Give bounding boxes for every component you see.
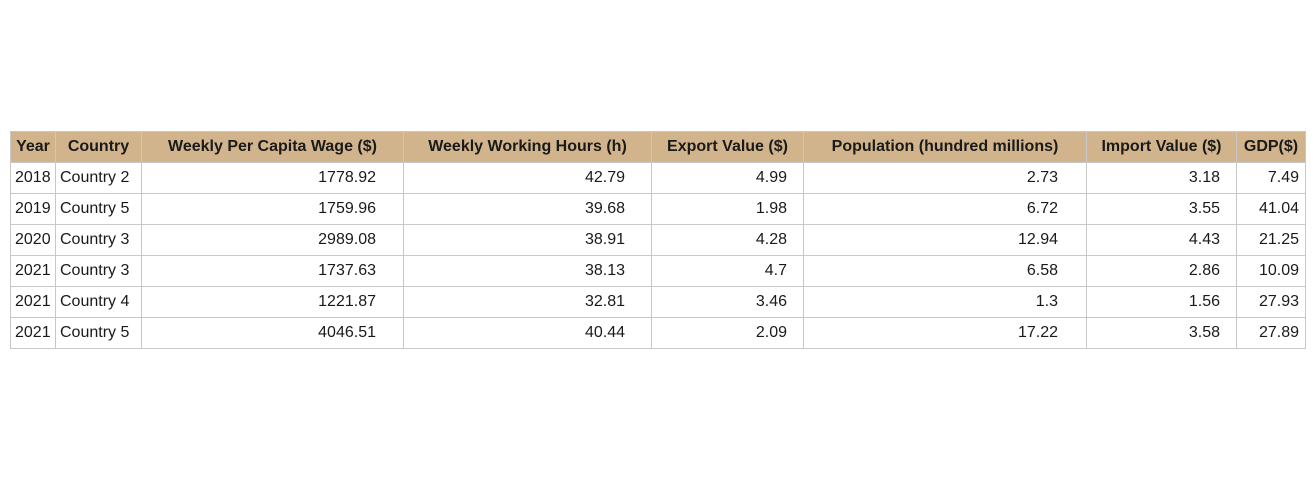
cell-export-value: 4.99 bbox=[651, 162, 804, 194]
cell-gdp: 27.93 bbox=[1236, 286, 1306, 318]
header-import-value: Import Value ($) bbox=[1086, 131, 1237, 163]
cell-gdp: 10.09 bbox=[1236, 255, 1306, 287]
cell-year: 2021 bbox=[10, 317, 56, 349]
cell-import-value: 4.43 bbox=[1086, 224, 1237, 256]
cell-gdp: 27.89 bbox=[1236, 317, 1306, 349]
cell-year: 2018 bbox=[10, 162, 56, 194]
cell-population: 1.3 bbox=[803, 286, 1087, 318]
cell-population: 17.22 bbox=[803, 317, 1087, 349]
header-weekly-hours: Weekly Working Hours (h) bbox=[403, 131, 652, 163]
data-table: Year Country Weekly Per Capita Wage ($) … bbox=[10, 131, 1306, 349]
cell-population: 6.72 bbox=[803, 193, 1087, 225]
table-row: 2020 Country 3 2989.08 38.91 4.28 12.94 … bbox=[10, 224, 1306, 256]
header-gdp: GDP($) bbox=[1236, 131, 1306, 163]
cell-weekly-hours: 38.91 bbox=[403, 224, 652, 256]
data-table-container: Year Country Weekly Per Capita Wage ($) … bbox=[10, 131, 1306, 349]
cell-export-value: 3.46 bbox=[651, 286, 804, 318]
cell-weekly-wage: 2989.08 bbox=[141, 224, 404, 256]
cell-year: 2021 bbox=[10, 255, 56, 287]
cell-import-value: 2.86 bbox=[1086, 255, 1237, 287]
cell-country: Country 4 bbox=[55, 286, 142, 318]
header-country: Country bbox=[55, 131, 142, 163]
header-row: Year Country Weekly Per Capita Wage ($) … bbox=[10, 131, 1306, 163]
cell-weekly-hours: 32.81 bbox=[403, 286, 652, 318]
cell-export-value: 2.09 bbox=[651, 317, 804, 349]
cell-weekly-wage: 1221.87 bbox=[141, 286, 404, 318]
table-row: 2021 Country 3 1737.63 38.13 4.7 6.58 2.… bbox=[10, 255, 1306, 287]
cell-import-value: 3.55 bbox=[1086, 193, 1237, 225]
cell-gdp: 21.25 bbox=[1236, 224, 1306, 256]
cell-weekly-hours: 42.79 bbox=[403, 162, 652, 194]
cell-gdp: 41.04 bbox=[1236, 193, 1306, 225]
cell-weekly-wage: 1778.92 bbox=[141, 162, 404, 194]
cell-population: 6.58 bbox=[803, 255, 1087, 287]
cell-weekly-wage: 1759.96 bbox=[141, 193, 404, 225]
cell-export-value: 4.7 bbox=[651, 255, 804, 287]
header-export-value: Export Value ($) bbox=[651, 131, 804, 163]
cell-import-value: 3.58 bbox=[1086, 317, 1237, 349]
table-row: 2021 Country 4 1221.87 32.81 3.46 1.3 1.… bbox=[10, 286, 1306, 318]
cell-year: 2019 bbox=[10, 193, 56, 225]
table-row: 2021 Country 5 4046.51 40.44 2.09 17.22 … bbox=[10, 317, 1306, 349]
cell-weekly-hours: 38.13 bbox=[403, 255, 652, 287]
header-population: Population (hundred millions) bbox=[803, 131, 1087, 163]
cell-population: 2.73 bbox=[803, 162, 1087, 194]
cell-country: Country 3 bbox=[55, 224, 142, 256]
cell-population: 12.94 bbox=[803, 224, 1087, 256]
cell-country: Country 3 bbox=[55, 255, 142, 287]
cell-year: 2020 bbox=[10, 224, 56, 256]
cell-import-value: 1.56 bbox=[1086, 286, 1237, 318]
cell-country: Country 5 bbox=[55, 193, 142, 225]
header-year: Year bbox=[10, 131, 56, 163]
cell-import-value: 3.18 bbox=[1086, 162, 1237, 194]
cell-export-value: 4.28 bbox=[651, 224, 804, 256]
cell-weekly-hours: 40.44 bbox=[403, 317, 652, 349]
cell-weekly-wage: 4046.51 bbox=[141, 317, 404, 349]
header-weekly-wage: Weekly Per Capita Wage ($) bbox=[141, 131, 404, 163]
cell-gdp: 7.49 bbox=[1236, 162, 1306, 194]
cell-country: Country 2 bbox=[55, 162, 142, 194]
cell-weekly-hours: 39.68 bbox=[403, 193, 652, 225]
table-row: 2018 Country 2 1778.92 42.79 4.99 2.73 3… bbox=[10, 162, 1306, 194]
table-row: 2019 Country 5 1759.96 39.68 1.98 6.72 3… bbox=[10, 193, 1306, 225]
cell-year: 2021 bbox=[10, 286, 56, 318]
cell-country: Country 5 bbox=[55, 317, 142, 349]
cell-export-value: 1.98 bbox=[651, 193, 804, 225]
cell-weekly-wage: 1737.63 bbox=[141, 255, 404, 287]
